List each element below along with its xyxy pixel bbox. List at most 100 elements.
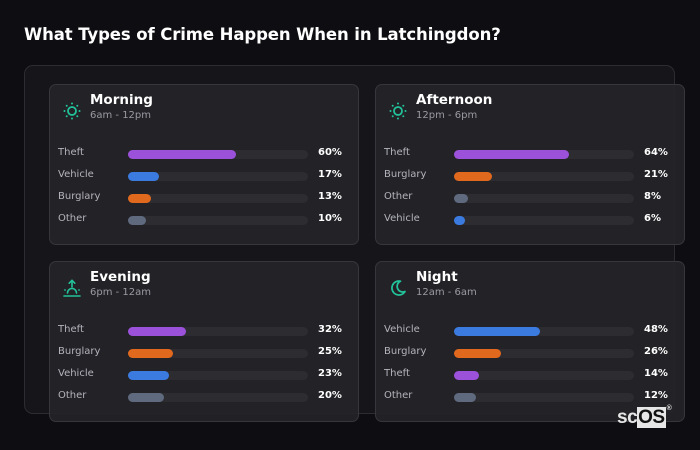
bar-row: Vehicle 6% (384, 212, 684, 228)
bar-value: 13% (318, 191, 342, 202)
bar-fill (454, 216, 465, 225)
bar-track (454, 150, 634, 159)
bar-track (454, 371, 634, 380)
bar-label: Theft (384, 147, 410, 158)
bar-label: Burglary (58, 346, 101, 357)
bar-row: Burglary 13% (58, 190, 358, 206)
page-title: What Types of Crime Happen When in Latch… (24, 25, 501, 44)
bar-row: Theft 64% (384, 146, 684, 162)
bar-track (454, 172, 634, 181)
bar-track (128, 150, 308, 159)
card-title: Morning (90, 92, 153, 108)
bar-fill (128, 172, 159, 181)
bar-track (454, 349, 634, 358)
bar-row: Other 8% (384, 190, 684, 206)
sun-icon (389, 102, 407, 120)
bar-row: Vehicle 17% (58, 168, 358, 184)
bar-fill (128, 327, 186, 336)
bar-label: Vehicle (384, 213, 420, 224)
bar-track (128, 349, 308, 358)
bar-value: 8% (644, 191, 661, 202)
card-night: Night 12am - 6am Vehicle 48% Burglary 26… (375, 261, 685, 422)
card-title: Evening (90, 269, 151, 285)
bar-value: 12% (644, 390, 668, 401)
bar-label: Other (58, 213, 87, 224)
bar-label: Theft (58, 147, 84, 158)
card-subtitle: 12pm - 6pm (416, 110, 478, 121)
bar-value: 17% (318, 169, 342, 180)
bar-fill (454, 150, 570, 159)
card-afternoon: Afternoon 12pm - 6pm Theft 64% Burglary … (375, 84, 685, 245)
card-morning: Morning 6am - 12pm Theft 60% Vehicle 17%… (49, 84, 359, 245)
bar-label: Burglary (384, 169, 427, 180)
sun-icon (63, 102, 81, 120)
bar-label: Vehicle (58, 169, 94, 180)
bar-row: Theft 32% (58, 323, 358, 339)
bar-track (128, 194, 308, 203)
bar-row: Other 12% (384, 389, 684, 405)
bar-value: 32% (318, 324, 342, 335)
bar-row: Burglary 25% (58, 345, 358, 361)
bar-fill (454, 393, 476, 402)
bar-row: Vehicle 23% (58, 367, 358, 383)
bar-fill (454, 371, 480, 380)
bar-track (128, 393, 308, 402)
card-subtitle: 12am - 6am (416, 287, 477, 298)
bar-fill (454, 172, 492, 181)
bar-row: Theft 14% (384, 367, 684, 383)
card-title: Afternoon (416, 92, 493, 108)
card-evening: Evening 6pm - 12am Theft 32% Burglary 25… (49, 261, 359, 422)
bar-row: Vehicle 48% (384, 323, 684, 339)
moon-icon (391, 280, 406, 296)
bar-track (454, 327, 634, 336)
logo-sc: sc (617, 407, 638, 428)
sunset-icon (63, 279, 81, 297)
bar-label: Theft (58, 324, 84, 335)
bar-track (128, 172, 308, 181)
card-title: Night (416, 269, 458, 285)
bar-label: Vehicle (384, 324, 420, 335)
bar-value: 26% (644, 346, 668, 357)
bar-row: Burglary 21% (384, 168, 684, 184)
bar-track (454, 216, 634, 225)
bar-label: Other (58, 390, 87, 401)
bar-value: 48% (644, 324, 668, 335)
bar-label: Other (384, 390, 413, 401)
bar-value: 10% (318, 213, 342, 224)
logo-registered: ® (666, 405, 672, 412)
bar-track (128, 371, 308, 380)
bar-row: Other 10% (58, 212, 358, 228)
bar-fill (128, 150, 236, 159)
bar-value: 25% (318, 346, 342, 357)
bar-fill (454, 327, 541, 336)
bar-value: 60% (318, 147, 342, 158)
bar-label: Burglary (58, 191, 101, 202)
bar-fill (128, 194, 152, 203)
bar-label: Vehicle (58, 368, 94, 379)
bar-fill (128, 393, 164, 402)
bar-label: Other (384, 191, 413, 202)
bar-value: 6% (644, 213, 661, 224)
bar-fill (128, 349, 173, 358)
bar-label: Theft (384, 368, 410, 379)
bar-track (454, 194, 634, 203)
bar-fill (128, 371, 170, 380)
bar-track (128, 216, 308, 225)
bar-row: Burglary 26% (384, 345, 684, 361)
bar-value: 23% (318, 368, 342, 379)
bar-fill (128, 216, 146, 225)
card-subtitle: 6pm - 12am (90, 287, 152, 298)
bar-label: Burglary (384, 346, 427, 357)
bar-row: Other 20% (58, 389, 358, 405)
scos-logo: scOS ® (617, 405, 672, 429)
card-subtitle: 6am - 12pm (90, 110, 152, 121)
bar-fill (454, 349, 501, 358)
bar-value: 14% (644, 368, 668, 379)
bar-track (454, 393, 634, 402)
bar-fill (454, 194, 469, 203)
bar-value: 21% (644, 169, 668, 180)
bar-track (128, 327, 308, 336)
bar-value: 64% (644, 147, 668, 158)
logo-os: OS (637, 407, 666, 428)
bar-row: Theft 60% (58, 146, 358, 162)
